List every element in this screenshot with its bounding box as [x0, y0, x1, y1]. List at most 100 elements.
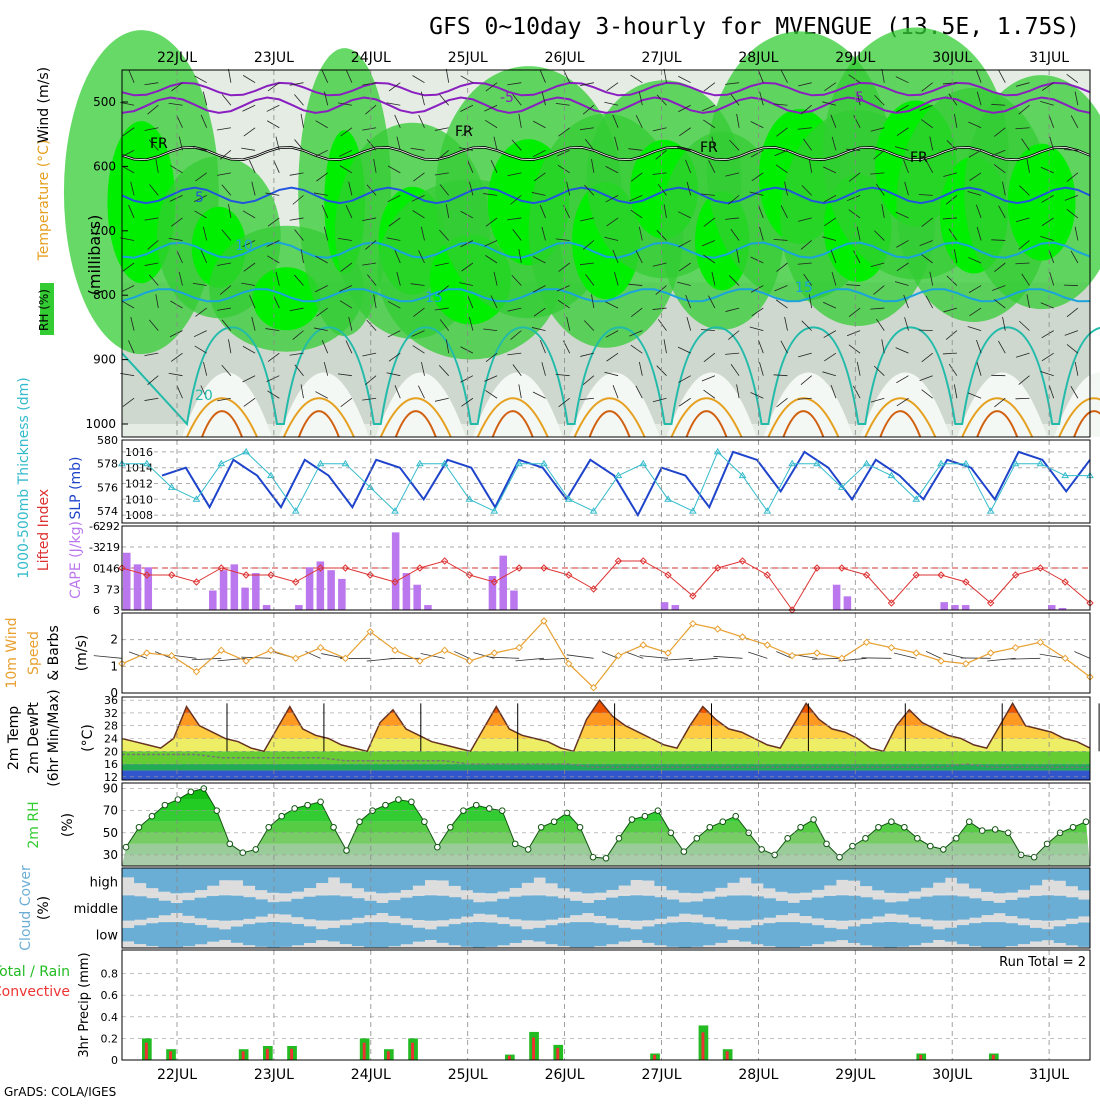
rh-point [707, 824, 713, 830]
convective-bar [290, 1049, 293, 1060]
rh-point [629, 817, 635, 823]
date-label-bottom: 25JUL [448, 1067, 488, 1083]
cloud-fraction [993, 903, 1006, 913]
wind-axis-label: & Barbs [46, 625, 62, 681]
cloud-fraction [872, 900, 885, 917]
cloud-fraction [533, 895, 546, 920]
convective-bar [992, 1055, 995, 1060]
precip-tick: 0.6 [101, 989, 119, 1002]
cape-bar [123, 553, 131, 610]
rh-point [798, 824, 804, 830]
cloud-fraction [739, 868, 752, 878]
cloud-fraction [437, 926, 450, 942]
cloud-fraction [606, 868, 619, 890]
cloud-fraction [582, 868, 595, 893]
convective-bar [411, 1043, 414, 1060]
minmax-axis-label: (6hr Min/Max) [46, 689, 62, 786]
cloud-fraction [146, 868, 159, 888]
rh-tick: 90 [103, 782, 118, 796]
cloud-fraction [751, 896, 764, 919]
cloud-fraction [291, 899, 304, 917]
cloud-fraction [751, 868, 764, 883]
cloud-fraction [630, 868, 643, 880]
date-label-top: 23JUL [254, 50, 294, 66]
cloud-fraction [558, 898, 571, 917]
cloud-fraction [570, 868, 583, 892]
cloud-fraction [969, 868, 982, 888]
cloud-fraction [207, 896, 220, 920]
convective-bar [919, 1055, 922, 1060]
thickness-tick: 574 [97, 505, 118, 518]
cloud-fraction [909, 868, 922, 891]
cloud-fraction [921, 868, 934, 888]
contour-label: FR [700, 140, 718, 156]
cloud-fraction [1066, 868, 1079, 886]
date-label-bottom: 22JUL [157, 1067, 197, 1083]
cloud-fraction [715, 868, 728, 888]
date-label-bottom: 29JUL [835, 1067, 875, 1083]
cloud-fraction [400, 925, 413, 944]
rh-point [149, 813, 155, 819]
cloud-fraction [594, 868, 607, 893]
rh-point [175, 797, 181, 803]
cloud-fraction [449, 897, 462, 919]
cloud-fraction [388, 923, 401, 946]
temp-tick: 24 [104, 733, 118, 746]
cloud-fraction [727, 929, 740, 940]
cape-tick: 292 [99, 520, 120, 533]
cloud-fraction [195, 925, 208, 944]
pressure-tick: 1000 [85, 417, 116, 431]
rh-tick: 50 [103, 826, 118, 840]
cloud-fraction [243, 897, 256, 919]
cloud-fraction [933, 929, 946, 940]
rh-point [279, 813, 285, 819]
millibars-axis-label: (millibars) [85, 215, 104, 296]
cloud-fraction [122, 868, 135, 877]
rh-axis-label: RH (%) [37, 289, 51, 331]
thickness-tick: 580 [97, 434, 118, 447]
rh-point [889, 819, 895, 825]
cloud-fraction [134, 896, 147, 919]
rh-point [577, 824, 583, 830]
rh-point [123, 844, 129, 850]
rh-point [357, 819, 363, 825]
cloud-fraction [425, 929, 438, 940]
cloud-fraction [1078, 923, 1091, 947]
cloud-fraction [582, 922, 595, 947]
convective-bar [653, 1055, 656, 1060]
cloud-fraction [691, 868, 704, 893]
cloud-fraction [364, 901, 377, 915]
cloud-fraction [957, 868, 970, 884]
temp-tick: 16 [104, 758, 118, 771]
rh-point [344, 848, 350, 854]
cloud-fraction [425, 895, 438, 920]
cloud-fraction [255, 923, 268, 947]
date-label-bottom: 31JUL [1029, 1067, 1069, 1083]
cloud-fraction [618, 896, 631, 920]
cloud-fraction [667, 923, 680, 947]
cloud-fraction [388, 868, 401, 893]
slp-axis-label: SLP (mb) [68, 456, 84, 519]
cloud-fraction [364, 868, 377, 892]
pressure-tick: 500 [93, 95, 116, 109]
rh2m-unit-label: (%) [60, 813, 76, 837]
cloud-fraction [328, 868, 341, 877]
cloud-fraction [340, 925, 353, 944]
cloud-fraction [146, 923, 159, 946]
cape-bar [962, 605, 970, 610]
rh-point [811, 817, 817, 823]
panel-bg-precip [122, 950, 1090, 1060]
cloud-fraction [812, 868, 825, 890]
rh-point [824, 841, 830, 847]
cloud-fraction [896, 868, 909, 893]
cloud-fraction [1017, 868, 1030, 890]
li-axis-label: Lifted Index [36, 489, 52, 571]
contour-label: -5 [500, 90, 514, 106]
date-label-bottom: 26JUL [545, 1067, 585, 1083]
cloud-fraction [1042, 895, 1055, 920]
cloud-fraction [376, 903, 389, 913]
cloud-fraction [497, 899, 510, 917]
cape-bar [327, 570, 335, 610]
rh-point [383, 802, 389, 808]
cloud-fraction [763, 923, 776, 946]
